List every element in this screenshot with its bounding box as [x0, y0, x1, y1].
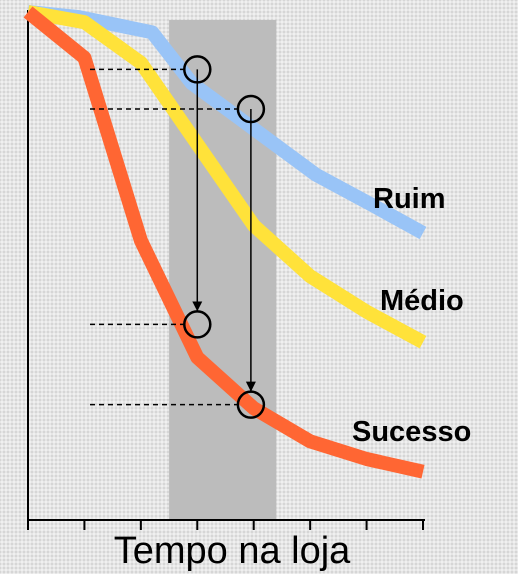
series-line-mdio — [26, 5, 427, 349]
series-label-sucesso: Sucesso — [352, 416, 471, 448]
x-axis-title: Tempo na loja — [114, 530, 351, 572]
series-line-sucesso — [23, 6, 425, 479]
highlight-band — [169, 20, 277, 520]
series-label-medio: Médio — [380, 285, 464, 317]
series-label-ruim: Ruim — [373, 183, 446, 215]
